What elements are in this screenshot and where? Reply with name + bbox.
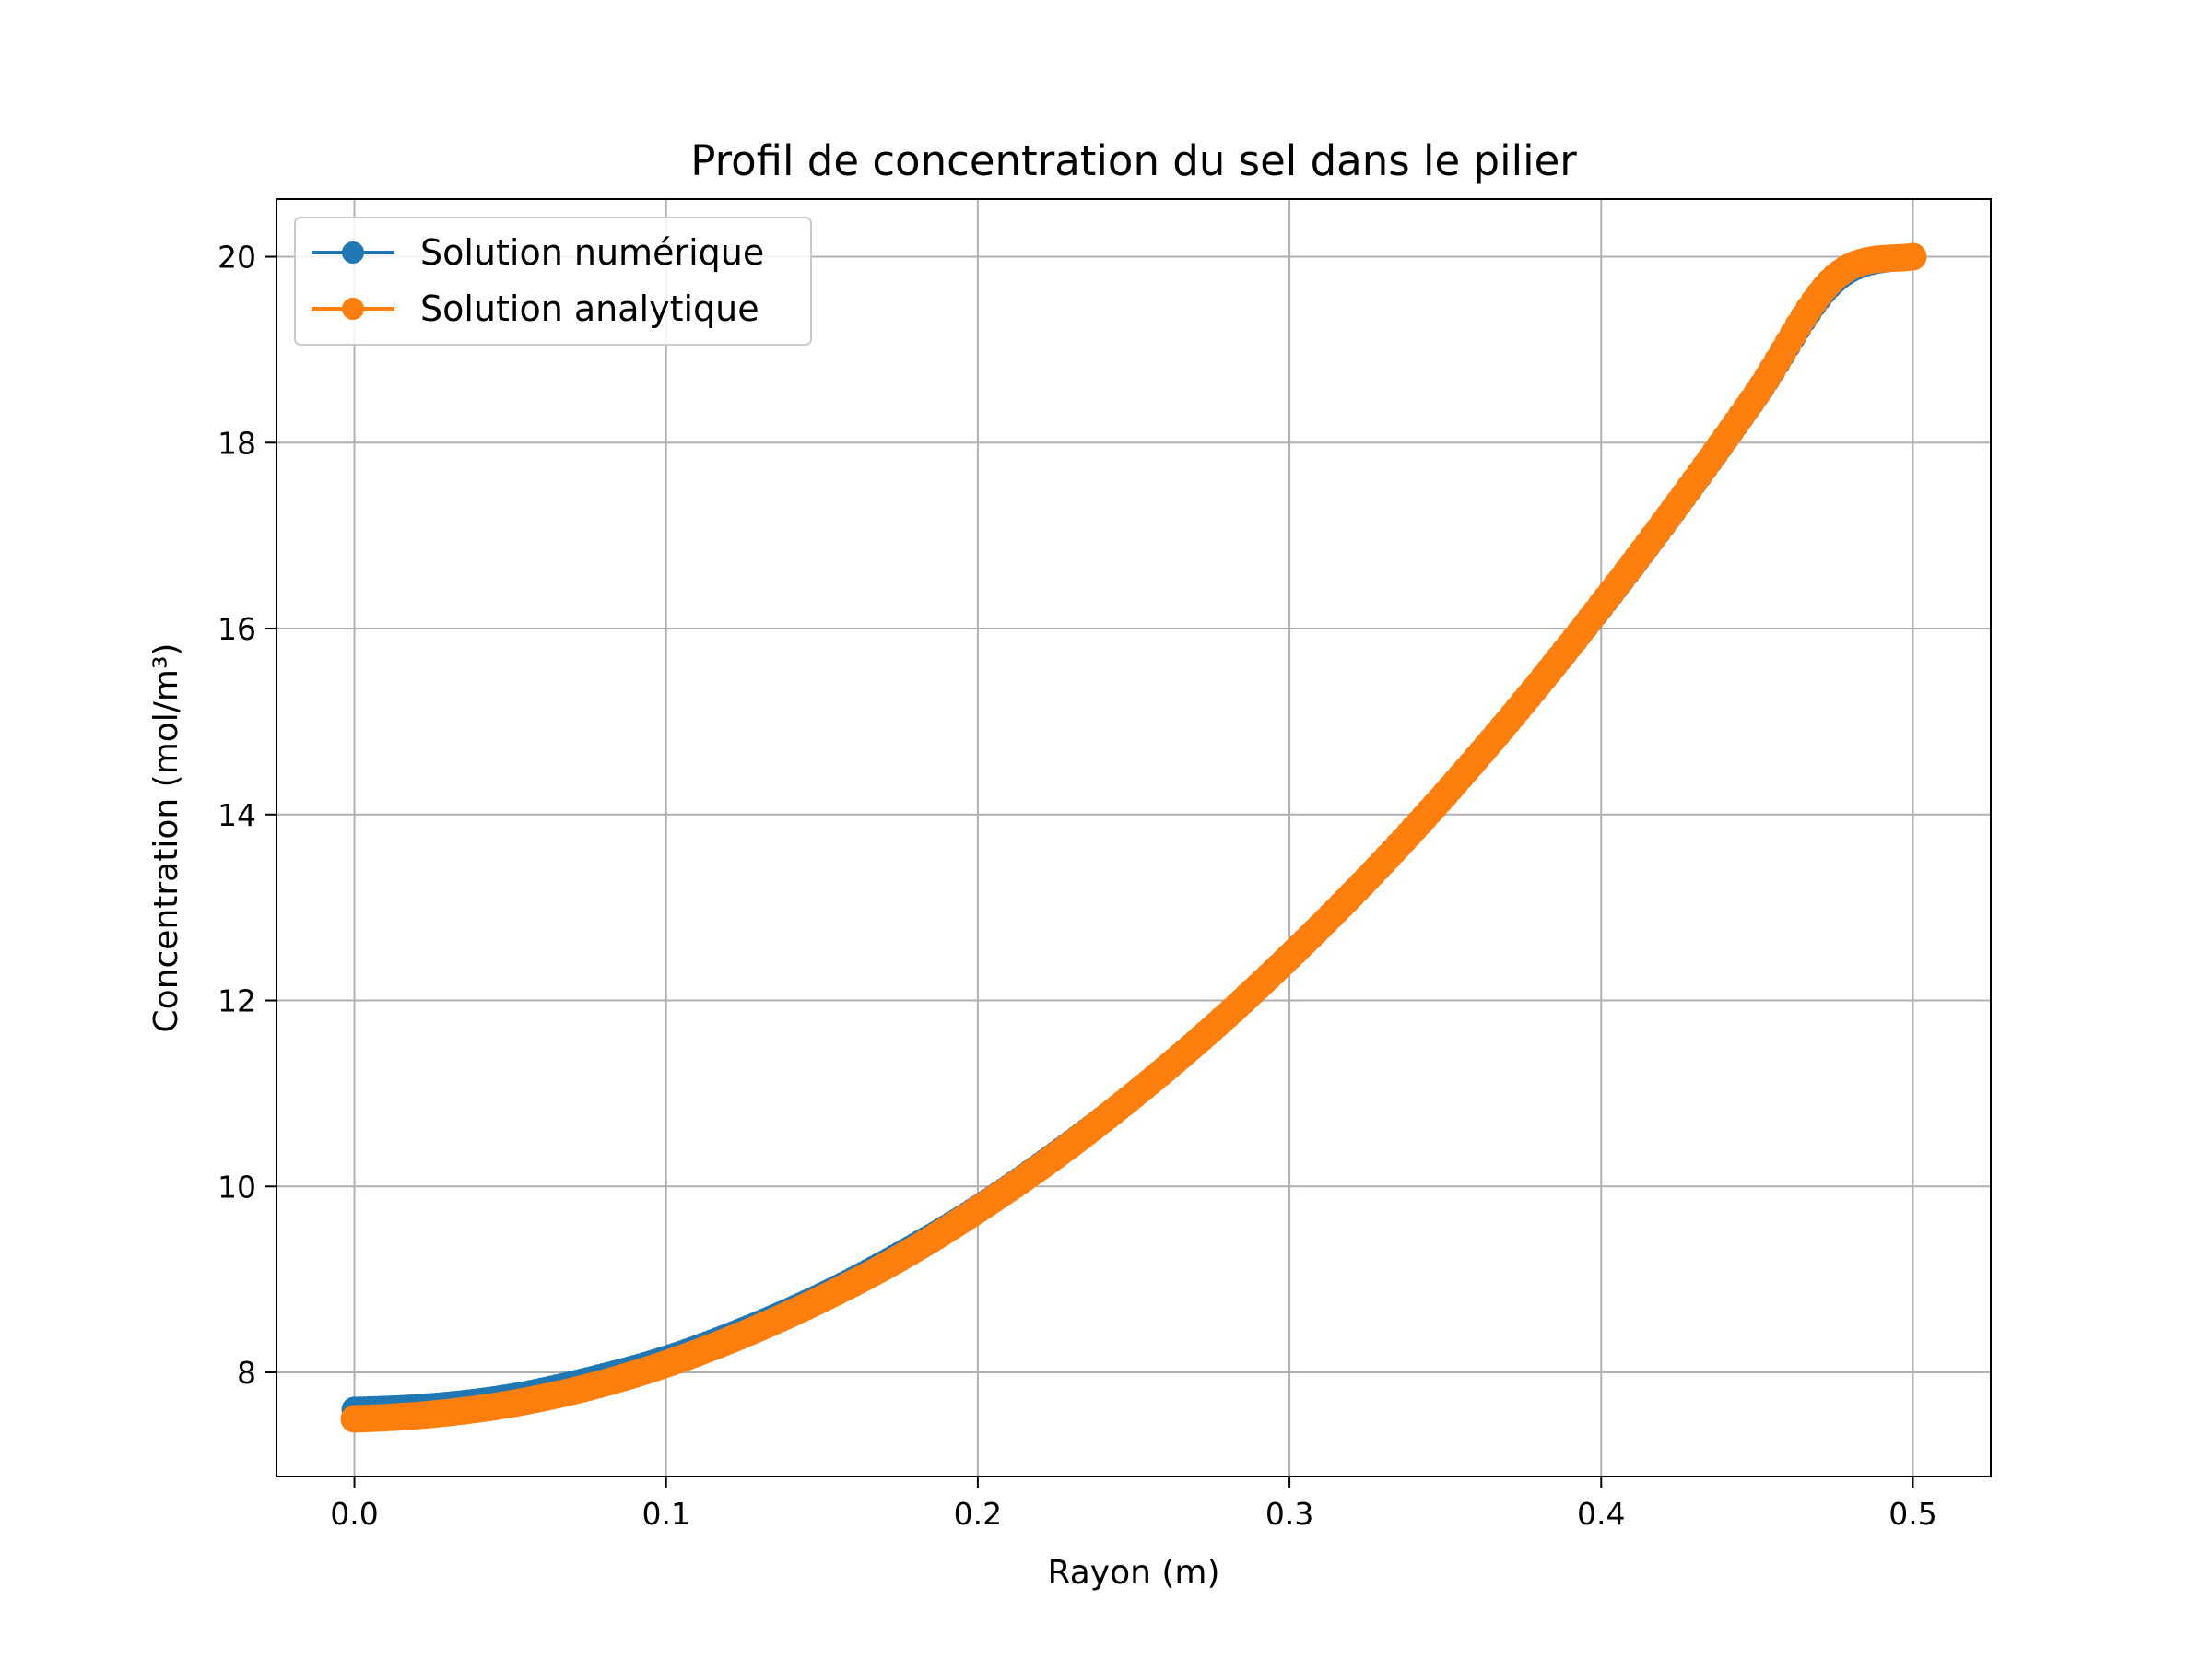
x-tick-label: 0.0 — [330, 1496, 378, 1532]
axis-ticks: 0.0 0.1 0.2 0.3 0.4 0.5 8 10 12 14 16 18 20 — [218, 240, 1937, 1532]
y-tick-label: 10 — [218, 1169, 256, 1205]
legend-box — [294, 217, 812, 346]
chart-title: Profil de concentration du sel dans le p… — [690, 136, 1577, 185]
series-analytique — [340, 242, 1927, 1433]
legend-swatch-analytique-marker — [342, 298, 364, 320]
x-tick-label: 0.4 — [1577, 1496, 1625, 1532]
y-tick-label: 8 — [237, 1355, 256, 1391]
x-tick-label: 0.1 — [641, 1496, 689, 1532]
plot-area-background — [276, 199, 1991, 1477]
y-tick-label: 12 — [218, 983, 256, 1019]
legend: Solution numérique Solution analytique — [294, 217, 812, 346]
x-tick-label: 0.2 — [954, 1496, 1002, 1532]
data-point — [1899, 242, 1927, 271]
plot-frame — [276, 198, 1992, 1477]
x-axis-label: Rayon (m) — [1047, 1554, 1219, 1592]
y-tick-label: 14 — [218, 797, 256, 833]
x-tick-label: 0.5 — [1888, 1496, 1936, 1532]
x-tick-label: 0.3 — [1265, 1496, 1313, 1532]
y-tick-label: 16 — [218, 611, 256, 647]
legend-label-analytique: Solution analytique — [420, 288, 759, 329]
series-layer — [340, 242, 1927, 1433]
grid — [276, 199, 1991, 1477]
legend-swatch-numerique-marker — [342, 241, 364, 264]
legend-label-numerique: Solution numérique — [420, 232, 764, 273]
y-axis-label: Concentration (mol/m³) — [147, 643, 185, 1033]
y-tick-label: 20 — [218, 240, 256, 276]
y-tick-label: 18 — [218, 425, 256, 461]
